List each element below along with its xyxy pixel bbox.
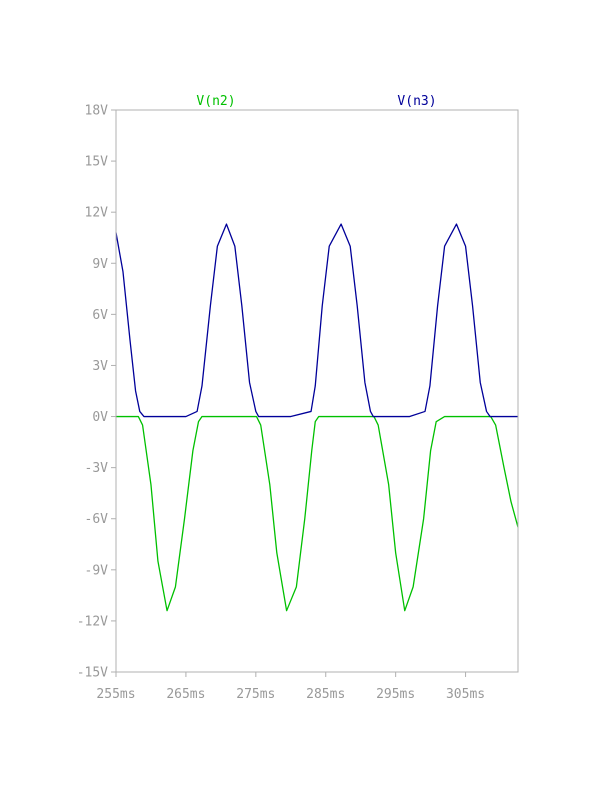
series-line-v-n2: [116, 415, 519, 612]
y-tick-label: 18V: [85, 104, 109, 119]
y-tick-label: 9V: [92, 257, 108, 272]
legend-label-v-n3: V(n3): [397, 94, 436, 109]
x-tick-label: 305ms: [446, 687, 485, 702]
y-tick-label: 12V: [85, 206, 109, 221]
x-tick-label: 275ms: [236, 687, 275, 702]
y-tick-label: -3V: [85, 461, 109, 476]
x-tick-label: 265ms: [166, 687, 205, 702]
y-tick-label: -6V: [85, 512, 109, 527]
y-tick-label: -15V: [77, 666, 108, 681]
legend: V(n2) V(n3): [196, 94, 436, 109]
y-tick-label: 0V: [92, 410, 108, 425]
y-tick-label: 6V: [92, 308, 108, 323]
legend-label-v-n2: V(n2): [196, 94, 235, 109]
x-tick-label: 295ms: [376, 687, 415, 702]
y-tick-label: 15V: [85, 155, 109, 170]
y-tick-label: -9V: [85, 563, 109, 578]
y-tick-label: 3V: [92, 359, 108, 374]
x-tick-label: 285ms: [306, 687, 345, 702]
axis-ticks: 18V 15V 12V 9V 6V 3V 0V -3V -6V -9V -12V -15V 255ms 2…: [77, 104, 485, 703]
y-tick-label: -12V: [77, 614, 108, 629]
x-tick-label: 255ms: [96, 687, 135, 702]
series-line-v-n3: [115, 223, 518, 418]
series-layer: [115, 223, 519, 612]
plot-frame: [115, 109, 519, 673]
